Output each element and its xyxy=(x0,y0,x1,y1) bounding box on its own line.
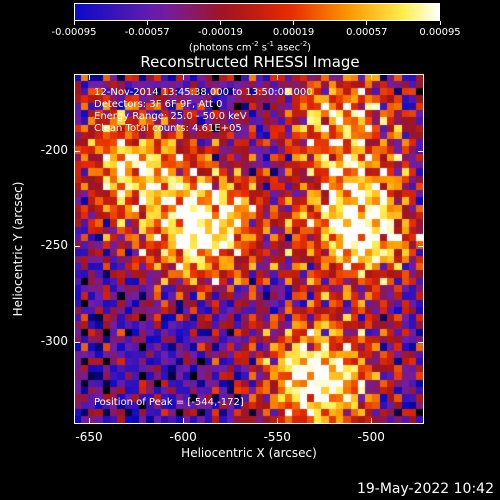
x-tick-label: -500 xyxy=(357,430,385,444)
x-tick-mark xyxy=(183,418,185,424)
annotation-detectors: Detectors: 3F 6F 9F, Att 0 xyxy=(94,99,223,110)
units-exp1: -2 xyxy=(251,40,259,48)
chart-title: Reconstructed RHESSI Image xyxy=(140,53,360,71)
x-tick-label: -550 xyxy=(263,430,291,444)
y-tick-mark xyxy=(418,341,424,343)
units-text: (photons cm xyxy=(188,42,252,54)
colorbar-tick-label: -0.00057 xyxy=(124,27,170,38)
colorbar-tick-label: 0.00057 xyxy=(346,27,388,38)
colorbar-tick-label: 0.00095 xyxy=(419,27,461,38)
x-tick-mark xyxy=(277,418,279,424)
y-tick-mark xyxy=(74,341,80,343)
colorbar-tick-label: -0.00095 xyxy=(51,27,97,38)
colorbar-tick-label: -0.00019 xyxy=(197,27,243,38)
y-tick-label: -250 xyxy=(40,238,68,253)
colorbar-units-label: (photons cm-2 s-1 asec-2) xyxy=(0,40,500,53)
y-tick-mark xyxy=(418,150,424,152)
x-tick-mark xyxy=(89,74,91,80)
colorbar-tick-mark xyxy=(219,21,221,25)
x-tick-label: -650 xyxy=(75,430,103,444)
y-tick-mark xyxy=(418,246,424,248)
x-tick-label: -600 xyxy=(169,430,197,444)
x-tick-mark xyxy=(371,418,373,424)
y-axis-label: Heliocentric Y (arcsec) xyxy=(11,181,25,317)
colorbar-tick-mark xyxy=(73,21,75,25)
units-mid2: asec xyxy=(274,42,301,54)
colorbar-tick-mark xyxy=(146,21,148,25)
y-tick-mark xyxy=(74,150,80,152)
colorbar xyxy=(74,3,440,21)
y-tick-mark xyxy=(74,246,80,248)
annotation-energy-range: Energy Range: 25.0 - 50.0 keV xyxy=(94,111,247,122)
plot-area xyxy=(74,74,424,424)
x-tick-mark xyxy=(183,74,185,80)
y-tick-label: -200 xyxy=(40,142,68,157)
footer-timestamp: 19-May-2022 10:42 xyxy=(356,481,494,497)
units-mid1: s xyxy=(258,42,268,54)
colorbar-tick-mark xyxy=(366,21,368,25)
x-tick-mark xyxy=(371,74,373,80)
annotation-clean-counts: Clean Total counts: 4.61E+05 xyxy=(94,123,242,134)
units-end: ) xyxy=(307,42,312,54)
heatmap-image xyxy=(74,74,424,424)
y-tick-label: -300 xyxy=(40,333,68,348)
x-tick-mark xyxy=(89,418,91,424)
units-exp2: -1 xyxy=(267,40,274,48)
units-exp3: -2 xyxy=(300,40,308,48)
x-tick-mark xyxy=(277,74,279,80)
colorbar-tick-label: 0.00019 xyxy=(272,27,315,38)
annotation-time-range: 12-Nov-2014 13:45:38.000 to 13:50:08.000 xyxy=(94,87,313,98)
annotation-peak-position: Position of Peak = [-544,-172] xyxy=(94,397,244,408)
x-axis-label: Heliocentric X (arcsec) xyxy=(181,446,317,460)
colorbar-tick-mark xyxy=(293,21,295,25)
colorbar-tick-mark xyxy=(439,21,441,25)
